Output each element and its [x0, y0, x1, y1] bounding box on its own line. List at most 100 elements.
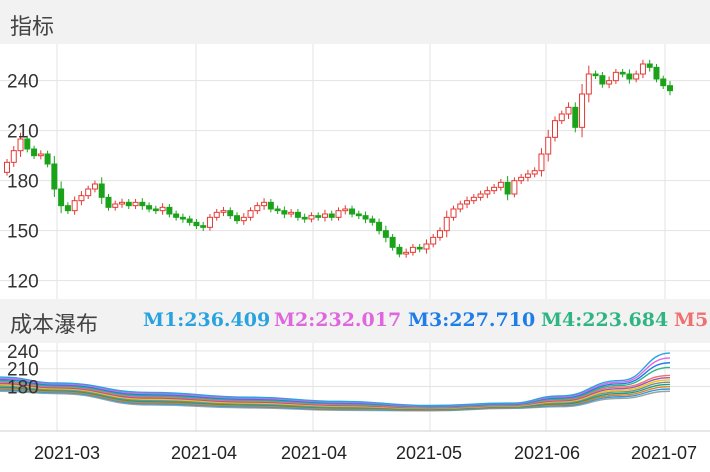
cost-line-M1 — [0, 352, 671, 407]
candle — [132, 199, 139, 209]
candle — [646, 59, 653, 72]
cost-line-cost-line — [0, 383, 671, 411]
cost-line-cost-line — [0, 386, 671, 411]
candle — [31, 145, 38, 159]
candle — [186, 215, 193, 226]
candle — [51, 156, 58, 197]
candle — [24, 135, 31, 153]
candle — [308, 212, 315, 223]
candle — [464, 196, 471, 209]
candle — [119, 198, 126, 208]
candle — [430, 234, 437, 248]
candle — [355, 210, 362, 219]
cost-line-cost-line — [0, 381, 671, 410]
candle — [247, 207, 254, 221]
y-tick-label: 240 — [7, 72, 39, 93]
cost-waterfall-title: 成本瀑布 — [10, 312, 99, 337]
candle — [64, 202, 71, 214]
candle — [660, 75, 667, 89]
candle — [403, 248, 410, 258]
candle — [538, 148, 545, 177]
candle — [227, 207, 234, 219]
candle — [91, 180, 98, 193]
candle — [342, 205, 349, 215]
candle — [382, 225, 389, 243]
candle — [518, 174, 525, 184]
candle — [612, 69, 619, 84]
candle — [240, 213, 247, 225]
candle — [321, 209, 328, 222]
x-tick-label: 2021-03 — [34, 443, 100, 463]
candle — [125, 199, 132, 209]
candle — [234, 212, 241, 224]
y-tick-label: 120 — [7, 272, 39, 293]
candle — [159, 203, 166, 215]
candle — [78, 191, 85, 206]
candle — [146, 202, 153, 213]
candle — [288, 209, 295, 218]
candle — [274, 205, 281, 214]
candle — [213, 209, 220, 221]
cost-line-cost-line — [0, 388, 671, 412]
candle — [585, 65, 592, 103]
cost-line-cost-line — [0, 374, 671, 409]
candle — [633, 70, 640, 83]
candle — [416, 244, 423, 253]
candle — [436, 227, 443, 241]
y-tick-label: 210 — [7, 360, 39, 381]
x-tick-label: 2021-05 — [396, 443, 462, 463]
candle — [572, 102, 579, 133]
candle — [551, 116, 558, 142]
candle — [599, 71, 606, 88]
candle — [484, 186, 491, 199]
candle — [335, 207, 342, 221]
candle — [443, 210, 450, 238]
candle — [281, 206, 288, 219]
candle — [294, 209, 301, 221]
candle — [301, 213, 308, 223]
candle — [139, 198, 146, 210]
candle — [606, 76, 613, 89]
candle — [667, 81, 673, 96]
candle — [653, 64, 660, 83]
candle — [362, 211, 369, 224]
candle — [579, 84, 586, 138]
candle — [558, 110, 565, 124]
indicator-panel-header: 指标 — [0, 0, 710, 44]
cost-line-cost-line — [0, 379, 671, 410]
cost-panel-header: 成本瀑布 M1:236.409 M2:232.017 M3:227.710 M4… — [0, 299, 710, 343]
candle — [173, 210, 180, 221]
x-tick-label: 2021-06 — [514, 443, 580, 463]
candle — [152, 205, 159, 214]
legend-m4: M4:223.684 — [541, 309, 669, 331]
candle — [389, 234, 396, 251]
cost-line-cost-line — [0, 376, 671, 409]
candle — [511, 177, 518, 198]
candle — [166, 204, 173, 218]
candle — [565, 102, 572, 119]
candle — [98, 177, 105, 204]
candle — [376, 218, 383, 235]
candle — [450, 205, 457, 221]
candle — [105, 194, 112, 211]
candle — [477, 190, 484, 201]
candle — [58, 181, 65, 214]
candle — [639, 59, 646, 79]
candle — [261, 198, 268, 210]
candle — [179, 213, 186, 223]
y-tick-label: 210 — [7, 122, 39, 143]
candle — [44, 150, 51, 168]
candle — [531, 167, 538, 178]
candle — [491, 184, 498, 194]
candle — [396, 244, 403, 258]
candlestick-chart[interactable]: 240 210 180 150 120 — [0, 44, 710, 299]
cost-line-cost-line — [0, 390, 671, 412]
candle — [524, 169, 531, 182]
candle — [349, 205, 356, 218]
candle — [200, 221, 207, 232]
y-tick-label: 180 — [7, 378, 39, 399]
candle — [470, 194, 477, 204]
legend-m2: M2:232.017 — [274, 309, 402, 331]
candle — [193, 219, 200, 229]
